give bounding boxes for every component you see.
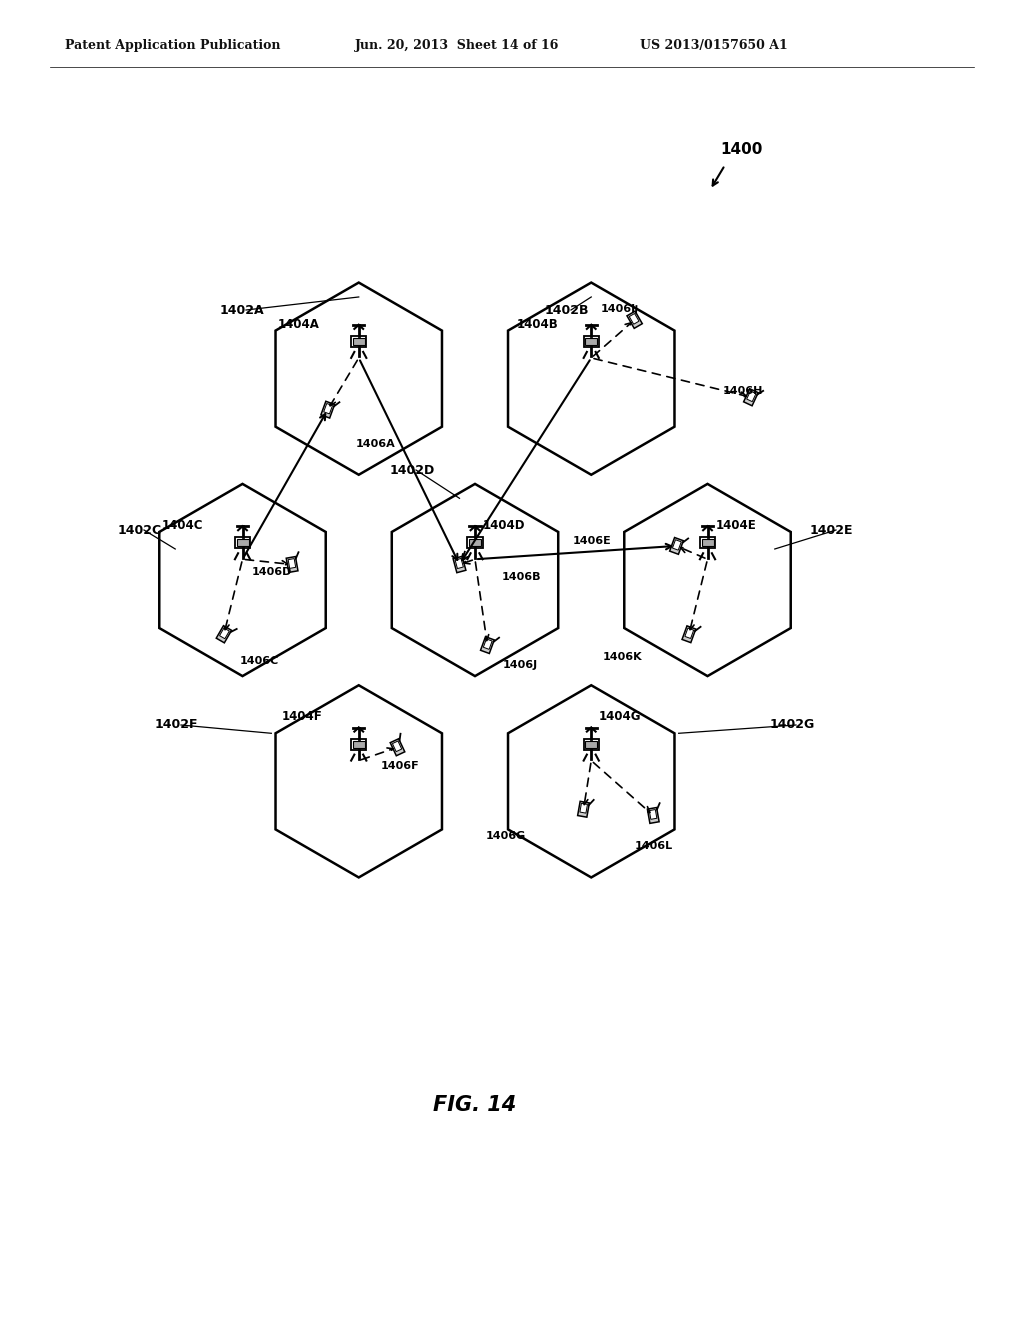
Bar bbox=[584, 335, 599, 347]
Polygon shape bbox=[578, 801, 590, 817]
Polygon shape bbox=[324, 404, 333, 414]
Bar bbox=[237, 540, 249, 546]
Polygon shape bbox=[649, 809, 656, 820]
Text: 1406A: 1406A bbox=[355, 438, 395, 449]
Polygon shape bbox=[392, 484, 558, 676]
Text: 1404D: 1404D bbox=[482, 519, 525, 532]
Text: 1402A: 1402A bbox=[220, 304, 264, 317]
Polygon shape bbox=[625, 484, 791, 676]
Text: 1406B: 1406B bbox=[502, 572, 541, 582]
Polygon shape bbox=[670, 537, 683, 554]
Text: 1400: 1400 bbox=[720, 143, 763, 157]
Bar bbox=[699, 537, 715, 548]
Text: 1406L: 1406L bbox=[635, 841, 673, 851]
Polygon shape bbox=[627, 312, 642, 329]
Bar bbox=[469, 540, 481, 546]
Text: 1402F: 1402F bbox=[155, 718, 199, 731]
Polygon shape bbox=[392, 741, 401, 751]
Text: 1404F: 1404F bbox=[282, 710, 322, 723]
Polygon shape bbox=[580, 804, 588, 813]
Polygon shape bbox=[275, 685, 442, 878]
Text: 1404A: 1404A bbox=[279, 318, 321, 331]
Polygon shape bbox=[453, 556, 466, 573]
Text: 1406C: 1406C bbox=[240, 656, 279, 665]
Text: 1402B: 1402B bbox=[545, 304, 590, 317]
Text: FIG. 14: FIG. 14 bbox=[433, 1096, 517, 1115]
Polygon shape bbox=[219, 628, 229, 639]
Polygon shape bbox=[685, 628, 693, 639]
Polygon shape bbox=[673, 540, 681, 550]
Bar bbox=[234, 537, 250, 548]
Text: 1402E: 1402E bbox=[810, 524, 853, 536]
Text: 1406D: 1406D bbox=[252, 568, 292, 577]
Polygon shape bbox=[390, 739, 404, 756]
Polygon shape bbox=[647, 808, 659, 824]
Text: 1404E: 1404E bbox=[715, 519, 756, 532]
Bar bbox=[586, 338, 597, 345]
Text: 1406H: 1406H bbox=[723, 385, 763, 396]
Polygon shape bbox=[288, 558, 296, 569]
Bar bbox=[352, 338, 365, 345]
Text: Patent Application Publication: Patent Application Publication bbox=[65, 38, 281, 51]
Bar bbox=[584, 739, 599, 750]
Polygon shape bbox=[508, 282, 675, 475]
Polygon shape bbox=[455, 558, 463, 569]
Polygon shape bbox=[630, 314, 639, 325]
Bar bbox=[351, 335, 367, 347]
Polygon shape bbox=[275, 282, 442, 475]
Text: 1406E: 1406E bbox=[572, 536, 611, 546]
Polygon shape bbox=[321, 401, 335, 418]
Bar bbox=[352, 741, 365, 747]
Text: 1404B: 1404B bbox=[517, 318, 559, 331]
Bar bbox=[701, 540, 714, 546]
Polygon shape bbox=[746, 391, 756, 401]
Bar bbox=[467, 537, 482, 548]
Text: 1406J: 1406J bbox=[503, 660, 538, 671]
Text: 1402C: 1402C bbox=[118, 524, 162, 536]
Text: 1406G: 1406G bbox=[486, 830, 526, 841]
Text: 1404C: 1404C bbox=[162, 519, 204, 532]
Polygon shape bbox=[682, 626, 695, 643]
Text: 1402D: 1402D bbox=[390, 463, 435, 477]
Polygon shape bbox=[508, 685, 675, 878]
Polygon shape bbox=[483, 639, 493, 649]
Text: US 2013/0157650 A1: US 2013/0157650 A1 bbox=[640, 38, 787, 51]
Text: 1402G: 1402G bbox=[770, 718, 815, 731]
Text: Jun. 20, 2013  Sheet 14 of 16: Jun. 20, 2013 Sheet 14 of 16 bbox=[355, 38, 559, 51]
Polygon shape bbox=[743, 388, 758, 405]
Polygon shape bbox=[480, 636, 495, 653]
Text: 1406K: 1406K bbox=[603, 652, 642, 663]
Text: 1406F: 1406F bbox=[381, 760, 419, 771]
Polygon shape bbox=[216, 626, 231, 643]
Bar bbox=[351, 739, 367, 750]
Polygon shape bbox=[160, 484, 326, 676]
Text: 1406I: 1406I bbox=[600, 304, 636, 314]
Bar bbox=[586, 741, 597, 747]
Text: 1404G: 1404G bbox=[599, 710, 641, 723]
Polygon shape bbox=[287, 557, 298, 573]
